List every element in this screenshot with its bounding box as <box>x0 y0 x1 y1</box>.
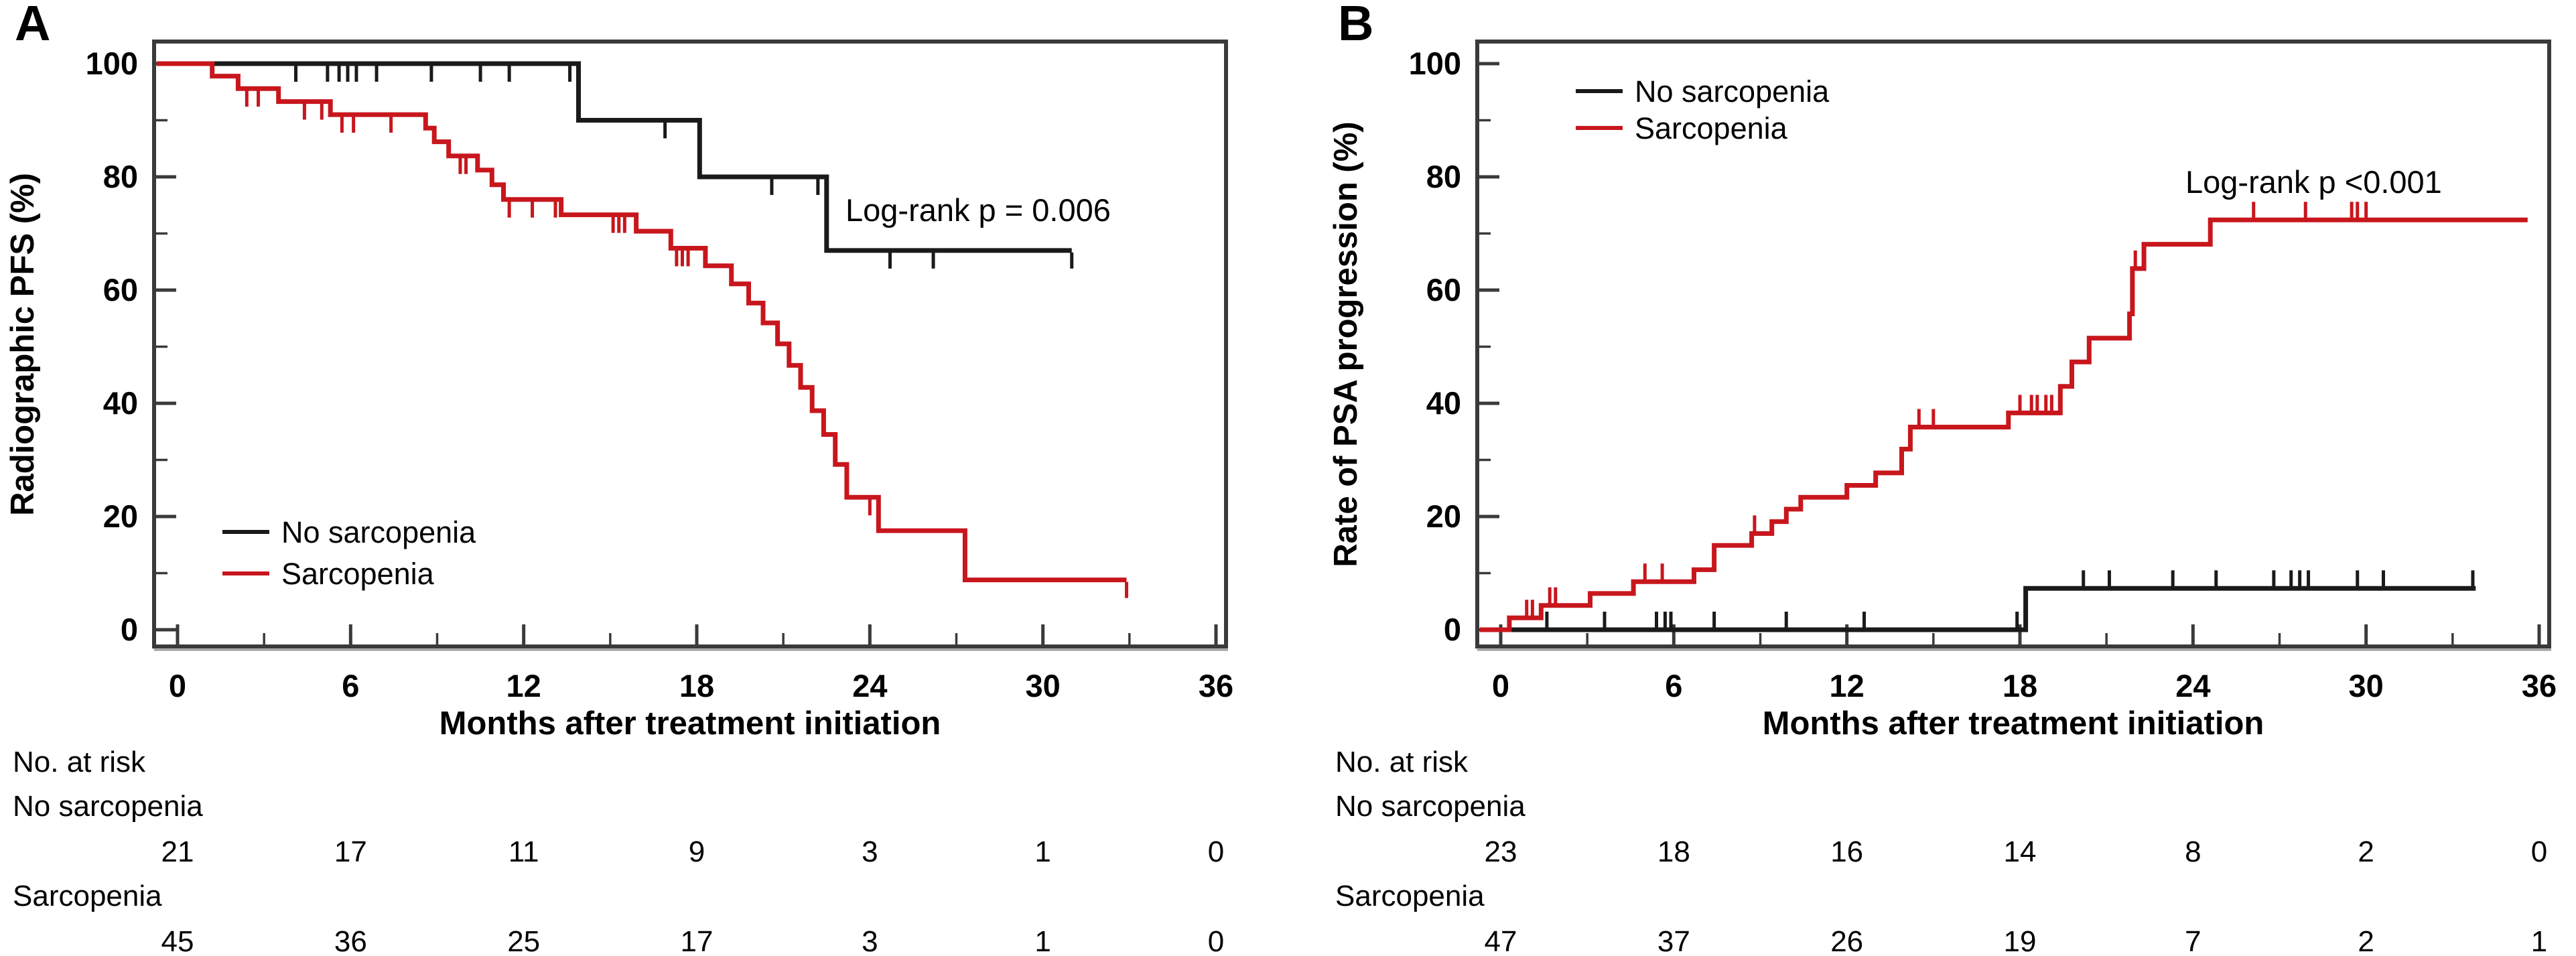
risk-count: 21 <box>161 835 194 868</box>
legend-label-no-sarcopenia: No sarcopenia <box>281 515 476 549</box>
risk-count: 19 <box>2004 925 2037 956</box>
risk-count: 0 <box>2531 835 2547 868</box>
y-tick-label: 20 <box>1426 498 1461 534</box>
risk-count: 47 <box>1485 925 1517 956</box>
x-tick-label: 24 <box>2175 668 2210 703</box>
y-tick-label: 60 <box>103 272 138 308</box>
x-tick-label: 30 <box>2349 668 2384 703</box>
risk-row-label-sarcopenia: Sarcopenia <box>13 880 162 912</box>
censor-marks-sarcopenia <box>1525 202 2368 616</box>
curve-sarcopenia <box>157 61 1127 583</box>
x-tick-label: 0 <box>1492 668 1509 703</box>
risk-count: 17 <box>334 835 367 868</box>
panel-b-y-axis-title: Rate of PSA progression (%) <box>1328 121 1364 567</box>
risk-count: 26 <box>1830 925 1863 956</box>
panel-a-risk-table: No. at risk No sarcopenia Sarcopenia 21 1… <box>13 746 1224 956</box>
panel-b-letter: B <box>1338 0 1373 51</box>
risk-row-label-no-sarcopenia: No sarcopenia <box>13 790 203 823</box>
panel-a-letter: A <box>15 0 50 51</box>
x-tick-label: 18 <box>679 668 714 703</box>
panel-a-risk-values: 21 17 11 9 3 1 0 45 36 25 17 3 1 0 <box>161 835 1225 956</box>
risk-count: 16 <box>1830 835 1863 868</box>
censor-marks-no-sarcopenia <box>294 66 1074 269</box>
risk-count: 3 <box>862 925 878 956</box>
y-tick-label: 100 <box>86 46 138 81</box>
x-tick-label: 12 <box>506 668 541 703</box>
panel-b-ticks <box>1479 62 2541 644</box>
y-tick-label: 0 <box>121 612 138 647</box>
risk-count: 18 <box>1657 835 1690 868</box>
x-tick-label: 36 <box>2522 668 2557 703</box>
x-tick-label: 24 <box>852 668 887 703</box>
y-tick-label: 40 <box>103 385 138 421</box>
panel-a-x-axis-title: Months after treatment initiation <box>439 705 941 742</box>
panel-a-logrank-pvalue: Log-rank p = 0.006 <box>845 192 1111 228</box>
censor-marks-no-sarcopenia <box>1545 570 2475 628</box>
panel-b-risk-table: No. at risk No sarcopenia Sarcopenia 23 1… <box>1335 746 2547 956</box>
panel-a-plot-frame <box>152 40 1228 648</box>
risk-count: 1 <box>1034 925 1050 956</box>
x-tick-label: 30 <box>1026 668 1061 703</box>
legend-label-no-sarcopenia: No sarcopenia <box>1635 74 1830 109</box>
y-tick-label: 20 <box>103 498 138 534</box>
risk-row-label-sarcopenia: Sarcopenia <box>1335 880 1485 912</box>
panel-b-curves <box>1480 202 2528 632</box>
y-tick-label: 40 <box>1426 385 1461 421</box>
risk-count: 3 <box>862 835 878 868</box>
panel-b-legend: No sarcopenia Sarcopenia <box>1576 74 1830 145</box>
risk-count: 8 <box>2185 835 2201 868</box>
risk-count: 25 <box>507 925 540 956</box>
risk-count: 45 <box>161 925 194 956</box>
risk-row-label-no-sarcopenia: No sarcopenia <box>1335 790 1526 823</box>
panel-b-tick-labels: 0 6 12 18 24 30 36 0 20 40 60 80 100 <box>1409 46 2557 703</box>
panel-b-plot-frame <box>1475 40 2551 648</box>
risk-count: 1 <box>1034 835 1050 868</box>
panel-a-legend: No sarcopenia Sarcopenia <box>222 515 476 591</box>
risk-count: 17 <box>681 925 714 956</box>
risk-count: 7 <box>2185 925 2201 956</box>
risk-count: 2 <box>2358 835 2374 868</box>
risk-count: 9 <box>689 835 705 868</box>
curve-no-sarcopenia <box>1480 586 2476 632</box>
y-tick-label: 80 <box>1426 159 1461 194</box>
panel-a-tick-labels: 0 6 12 18 24 30 36 0 20 40 60 80 100 <box>86 46 1234 703</box>
risk-count: 2 <box>2358 925 2374 956</box>
risk-count: 23 <box>1485 835 1517 868</box>
x-tick-label: 18 <box>2003 668 2037 703</box>
censor-marks-sarcopenia <box>245 90 1129 598</box>
panel-b-logrank-pvalue: Log-rank p <0.001 <box>2185 164 2442 200</box>
y-tick-label: 100 <box>1409 46 1461 81</box>
risk-count: 0 <box>1208 835 1224 868</box>
curve-no-sarcopenia <box>157 61 1072 253</box>
risk-table-title: No. at risk <box>1335 746 1469 778</box>
y-tick-label: 80 <box>103 159 138 194</box>
panel-a-ticks <box>156 62 1218 644</box>
x-tick-label: 6 <box>1665 668 1682 703</box>
panel-b-risk-values: 23 18 16 14 8 2 0 47 37 26 19 7 2 1 <box>1485 835 2548 956</box>
panel-b-x-axis-title: Months after treatment initiation <box>1763 705 2264 742</box>
x-tick-label: 36 <box>1199 668 1233 703</box>
risk-count: 0 <box>1208 925 1224 956</box>
panel-a-curves <box>157 61 1129 598</box>
risk-table-title: No. at risk <box>13 746 146 778</box>
x-tick-label: 12 <box>1830 668 1865 703</box>
risk-count: 37 <box>1657 925 1690 956</box>
legend-label-sarcopenia: Sarcopenia <box>1635 111 1788 145</box>
y-tick-label: 0 <box>1444 612 1461 647</box>
curve-sarcopenia <box>1480 217 2528 632</box>
risk-count: 14 <box>2004 835 2037 868</box>
risk-count: 1 <box>2531 925 2547 956</box>
x-tick-label: 6 <box>342 668 359 703</box>
x-tick-label: 0 <box>169 668 186 703</box>
legend-label-sarcopenia: Sarcopenia <box>281 557 435 591</box>
y-tick-label: 60 <box>1426 272 1461 308</box>
risk-count: 36 <box>334 925 367 956</box>
panel-a-y-axis-title: Radiographic PFS (%) <box>5 173 41 516</box>
risk-count: 11 <box>509 835 539 868</box>
